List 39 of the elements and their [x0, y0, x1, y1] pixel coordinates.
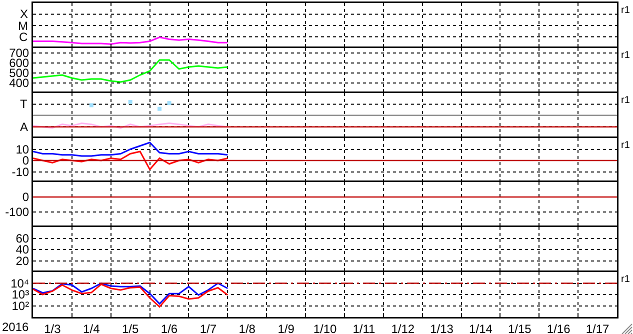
- line-series: [33, 150, 228, 170]
- text: M: [18, 19, 28, 33]
- text: r1: [621, 94, 630, 106]
- text: r1: [621, 5, 630, 16]
- y-tick-label: -10: [12, 164, 30, 179]
- x-tick-label: 1/3: [44, 322, 62, 334]
- x-tick-label: 1/16: [546, 322, 571, 334]
- line-series: [33, 141, 228, 156]
- x-tick-label: 1/11: [352, 322, 376, 334]
- x-tick-label: 1/8: [238, 322, 256, 334]
- x-tick-label: 1/13: [430, 322, 454, 334]
- text: A: [20, 120, 28, 134]
- y-tick-label: 400: [9, 76, 30, 90]
- x-tick-label: 1/14: [469, 322, 493, 334]
- text: r1: [621, 140, 630, 151]
- text: r1: [621, 50, 630, 61]
- x-tick-label: 1/7: [200, 322, 217, 334]
- x-tick-label: 1/4: [83, 322, 100, 334]
- x-tick-label: 1/5: [122, 322, 139, 334]
- x-tick-label: 1/6: [160, 322, 178, 334]
- x-tick-label: 1/9: [278, 322, 295, 334]
- x-axis-title: 2016: [2, 320, 30, 334]
- text: X: [20, 7, 28, 21]
- x-tick-label: 1/17: [586, 322, 610, 334]
- point: [89, 102, 94, 107]
- x-tick-label: 1/12: [391, 322, 415, 334]
- y-tick-label: 20: [16, 254, 30, 268]
- text: T: [20, 96, 28, 111]
- point: [128, 100, 132, 104]
- text: C: [19, 30, 28, 44]
- text: r1: [621, 274, 630, 286]
- point: [158, 106, 162, 111]
- line-series: [33, 59, 228, 83]
- x-tick-label: 1/15: [508, 322, 532, 334]
- x-tick-label: 1/10: [313, 322, 337, 334]
- y-tick-label: 0: [22, 190, 30, 205]
- point: [167, 100, 172, 105]
- y-tick-label: -100: [5, 206, 30, 220]
- y-tick-label: 10²: [12, 299, 30, 314]
